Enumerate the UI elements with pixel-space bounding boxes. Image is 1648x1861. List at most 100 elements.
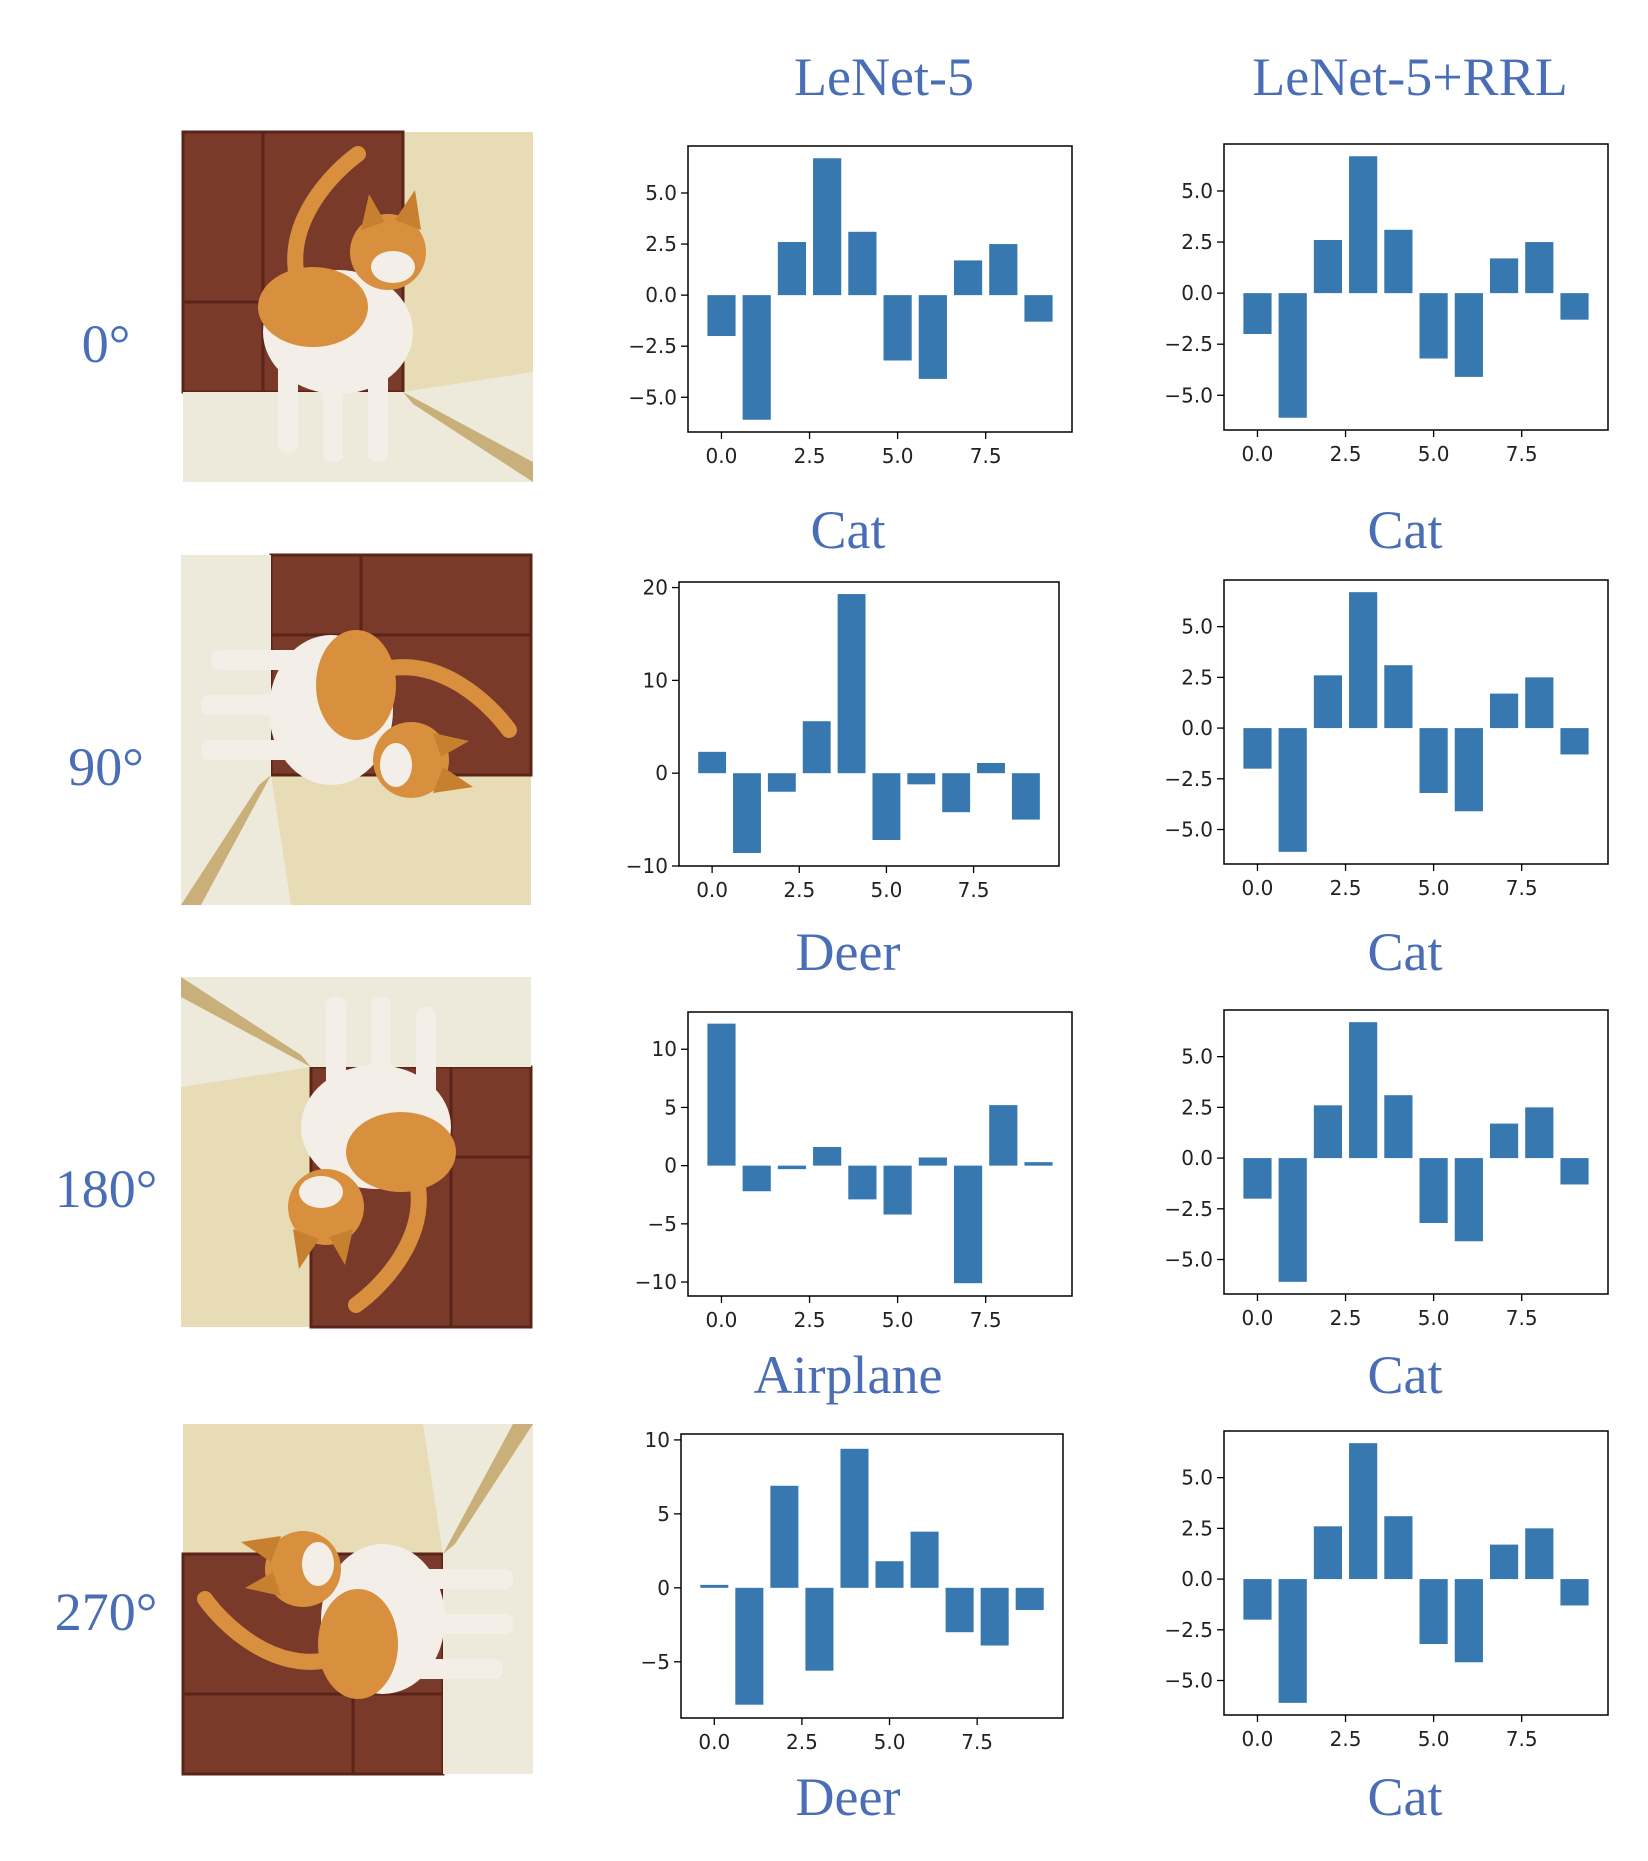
bar [805, 1587, 834, 1671]
bar-chart-rrl-row-1: −5.0 −2.5 0.0 2.5 5.0 0.0 2.5 5.0 7.5 [1164, 579, 1609, 900]
bar [848, 231, 877, 296]
bar [1419, 1579, 1448, 1644]
bar [1560, 1579, 1589, 1606]
cat-image [183, 132, 533, 482]
x-tick-label: 0.0 [696, 878, 728, 902]
x-tick-label: 2.5 [783, 878, 815, 902]
y-tick-label: −5 [648, 1212, 677, 1236]
y-tick-label: 5.0 [645, 181, 677, 205]
bar [1313, 240, 1343, 294]
y-tick-label: −2.5 [1164, 1618, 1213, 1642]
bar [1454, 293, 1483, 377]
bar [707, 295, 736, 336]
x-tick-label: 7.5 [1506, 442, 1538, 466]
bar [1384, 1516, 1413, 1580]
prediction-label-lenet: Deer [796, 922, 901, 982]
x-tick-label: 5.0 [1418, 1306, 1450, 1330]
plot-frame [1223, 1009, 1609, 1295]
plot-frame [1223, 1430, 1609, 1716]
bar [953, 1165, 983, 1284]
plot-frame [678, 581, 1060, 867]
x-tick-label: 5.0 [1418, 442, 1450, 466]
y-tick-label: 0 [664, 1154, 677, 1178]
x-tick-label: 2.5 [1330, 442, 1362, 466]
y-tick-label: 2.5 [645, 232, 677, 256]
rotation-angle-label: 90° [68, 737, 144, 797]
bar [989, 244, 1018, 296]
column-header-lenet: LeNet-5 [794, 47, 974, 107]
prediction-label-rrl: Cat [1368, 1767, 1443, 1827]
x-tick-label: 5.0 [1418, 1727, 1450, 1751]
x-tick-label: 0.0 [1242, 1306, 1274, 1330]
prediction-label-rrl: Cat [1368, 500, 1443, 560]
x-tick-label: 7.5 [1506, 876, 1538, 900]
x-tick-label: 7.5 [958, 878, 990, 902]
bar [1024, 1162, 1053, 1166]
bar [953, 260, 983, 296]
cat-image [181, 555, 531, 905]
plot-frame [687, 145, 1073, 433]
y-tick-label: −5.0 [1164, 818, 1213, 842]
x-tick-label: 2.5 [794, 1308, 826, 1332]
bar-chart-lenet-row-1: −10 0 10 20 0.0 2.5 5.0 7.5 [626, 576, 1060, 902]
bar [698, 751, 727, 774]
bar [1525, 1107, 1554, 1159]
bar [1560, 728, 1589, 755]
y-tick-label: 10 [645, 1428, 670, 1452]
y-tick-label: 0.0 [1181, 1146, 1213, 1170]
rotation-angle-label: 0° [82, 314, 131, 374]
bar [1278, 293, 1307, 418]
bar [1384, 1095, 1413, 1159]
y-tick-label: 10 [643, 668, 668, 692]
y-tick-label: −10 [635, 1270, 677, 1294]
y-tick-label: −2.5 [628, 334, 677, 358]
plot-frame [687, 1011, 1073, 1297]
bar [1454, 1579, 1483, 1663]
bar [813, 1147, 842, 1166]
column-header-lenet-rrl: LeNet-5+RRL [1252, 47, 1567, 107]
prediction-label-lenet: Cat [811, 500, 886, 560]
y-tick-label: 0.0 [1181, 1567, 1213, 1591]
prediction-label-lenet: Airplane [754, 1345, 943, 1405]
bar [980, 1587, 1009, 1646]
bar [1419, 1158, 1448, 1223]
x-tick-label: 0.0 [1242, 1727, 1274, 1751]
bar [1489, 693, 1519, 729]
bar [840, 1448, 869, 1588]
bar-chart-rrl-row-2: −5.0 −2.5 0.0 2.5 5.0 0.0 2.5 5.0 7.5 [1164, 1009, 1609, 1330]
y-tick-label: −2.5 [1164, 1197, 1213, 1221]
y-tick-label: 5.0 [1181, 1466, 1213, 1490]
bar [1454, 728, 1483, 812]
bar [1349, 1022, 1378, 1159]
bar [872, 773, 901, 841]
y-tick-label: 5.0 [1181, 1045, 1213, 1069]
bar [1278, 1158, 1307, 1282]
y-tick-label: −2.5 [1164, 332, 1213, 356]
bar [742, 295, 771, 420]
plot-frame [680, 1433, 1064, 1719]
x-tick-label: 2.5 [794, 444, 826, 468]
bar [770, 1485, 799, 1588]
bar [802, 721, 831, 774]
prediction-label-rrl: Cat [1368, 1345, 1443, 1405]
bar [942, 773, 971, 813]
bar-chart-rrl-row-0: −5.0 −2.5 0.0 2.5 5.0 0.0 2.5 5.0 7.5 [1164, 143, 1609, 466]
prediction-label-rrl: Cat [1368, 922, 1443, 982]
bar [767, 773, 796, 792]
bar-chart-lenet-row-2: −10 −5 0 5 10 0.0 2.5 5.0 7.5 [635, 1011, 1073, 1332]
bar [742, 1165, 771, 1192]
cat-image [181, 977, 531, 1327]
bar [883, 295, 912, 361]
y-tick-label: 0.0 [1181, 716, 1213, 740]
bar-chart-lenet-row-0: −5.0 −2.5 0.0 2.5 5.0 0.0 2.5 5.0 7.5 [628, 145, 1073, 468]
bar [1313, 675, 1343, 729]
y-tick-label: 0.0 [1181, 281, 1213, 305]
bar [777, 242, 807, 296]
bar [918, 295, 947, 379]
bar [989, 1105, 1018, 1166]
y-tick-label: 2.5 [1181, 1516, 1213, 1540]
x-tick-label: 2.5 [1330, 1727, 1362, 1751]
y-tick-label: −5.0 [628, 385, 677, 409]
bar [918, 1157, 947, 1166]
